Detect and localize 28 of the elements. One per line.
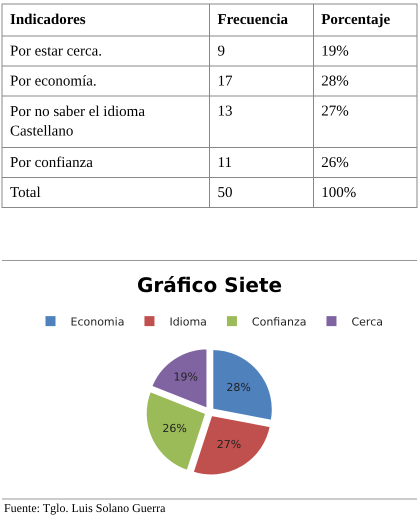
legend-label: Economia	[70, 315, 124, 328]
chart-title: Gráfico Siete	[137, 273, 282, 297]
series-label: Porcentaje	[321, 12, 390, 28]
legend-label: Confianza	[252, 315, 306, 328]
text: Indicadores	[10, 12, 86, 28]
data-label: 28%	[226, 381, 251, 394]
data-label: 50	[218, 184, 232, 201]
data-label: 17	[218, 73, 233, 90]
data-label: 13	[218, 103, 232, 120]
data-label: 19%	[173, 370, 198, 384]
category-label: Por economía.	[10, 73, 97, 90]
category-label: Por estar cerca.	[10, 43, 102, 60]
text: Frecuencia	[218, 12, 289, 28]
legend-label: Idioma	[169, 315, 207, 328]
source-note: Fuente: Tglo. Luis Solano Guerra	[4, 501, 166, 515]
legend-label: Cerca	[351, 315, 383, 328]
data-label: 27%	[216, 438, 242, 452]
data-label: 26%	[321, 154, 349, 171]
data-label: 27%	[321, 103, 349, 120]
category-label: Por no saber el idioma Castellano	[10, 104, 146, 140]
data-label: 28%	[321, 73, 349, 90]
data-label: 26%	[162, 422, 187, 435]
category-label: Total	[10, 184, 41, 201]
data-label: 19%	[321, 43, 349, 60]
data-label: 11	[218, 154, 232, 171]
data-label: 9	[218, 43, 225, 60]
category-label: Por confianza	[10, 154, 94, 171]
data-label: 100%	[321, 184, 356, 201]
